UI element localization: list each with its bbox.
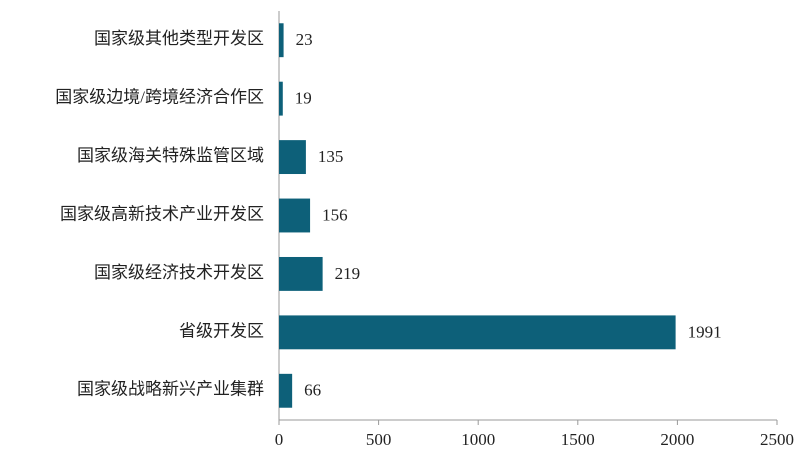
data-label: 219: [335, 264, 361, 283]
x-tick-label: 1500: [561, 430, 595, 449]
y-tick-label: 国家级其他类型开发区: [94, 29, 264, 48]
data-label: 66: [304, 381, 321, 400]
x-tick-label: 1000: [461, 430, 495, 449]
data-label: 1991: [688, 322, 722, 341]
y-tick-label: 省级开发区: [179, 321, 264, 340]
x-tick-label: 500: [366, 430, 392, 449]
y-tick-label: 国家级海关特殊监管区域: [77, 146, 264, 165]
bar: [279, 198, 311, 233]
bar: [279, 23, 284, 58]
x-tick-label: 2000: [660, 430, 694, 449]
data-label: 19: [295, 89, 312, 108]
x-tick-label: 0: [275, 430, 284, 449]
y-tick-label: 国家级经济技术开发区: [94, 263, 264, 282]
bar: [279, 81, 283, 116]
data-label: 135: [318, 147, 344, 166]
bar: [279, 140, 306, 175]
data-label: 23: [296, 30, 313, 49]
y-tick-label: 国家级战略新兴产业集群: [77, 380, 264, 399]
x-tick-label: 2500: [760, 430, 794, 449]
bar: [279, 256, 323, 291]
y-tick-label: 国家级高新技术产业开发区: [60, 204, 264, 223]
data-label: 156: [322, 205, 348, 224]
y-tick-label: 国家级边境/跨境经济合作区: [55, 88, 264, 107]
bar: [279, 315, 676, 350]
bar: [279, 373, 293, 408]
